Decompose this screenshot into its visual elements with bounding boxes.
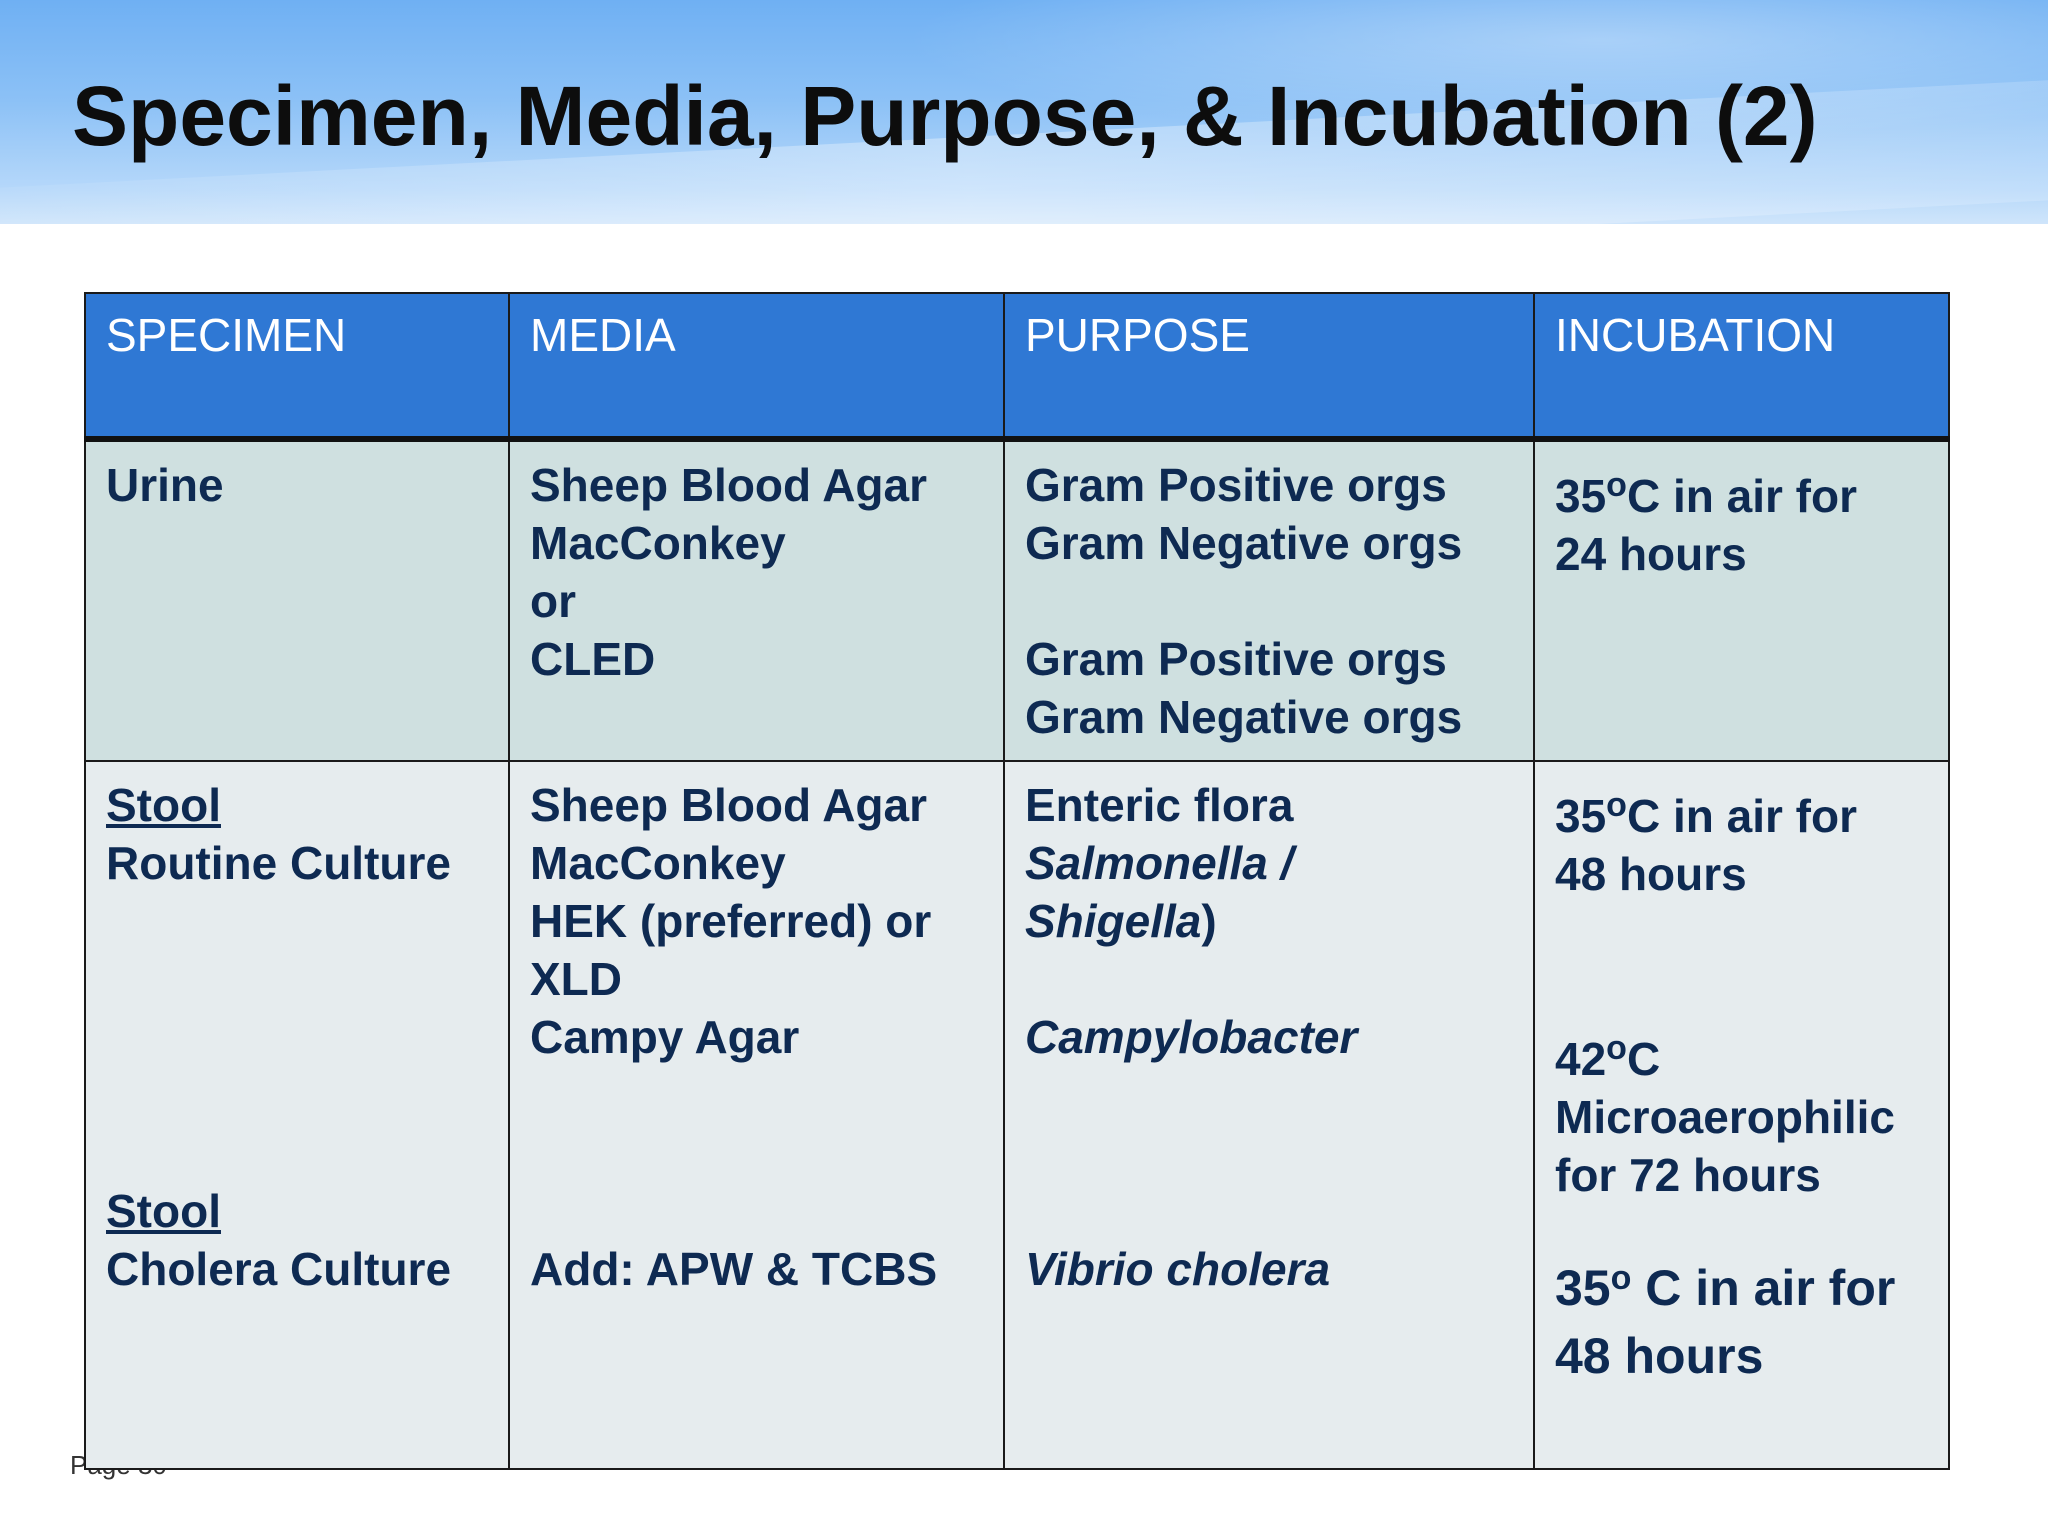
cell-specimen: Urine: [84, 438, 510, 762]
incubation-line: 35oC in air for: [1555, 456, 1928, 525]
cell-media: Sheep Blood Agar MacConkey or CLED: [508, 438, 1005, 762]
media-item: MacConkey: [530, 517, 786, 569]
purpose-item: Vibrio cholera: [1025, 1243, 1331, 1295]
degree-mark: o: [1606, 1029, 1627, 1067]
purpose-item: Shigella): [1025, 892, 1513, 950]
incubation-line: 42oC: [1555, 1019, 1928, 1088]
specimen-stool-title: Stool: [106, 779, 221, 831]
purpose-item: Campylobacter: [1025, 1011, 1358, 1063]
incubation-text: C in air for: [1626, 790, 1857, 842]
incubation-text: C: [1626, 1033, 1661, 1085]
incubation-line: 35oC in air for: [1555, 776, 1928, 845]
media-item: HEK (preferred) or: [530, 895, 932, 947]
header-specimen: SPECIMEN: [84, 292, 510, 442]
cell-purpose: Gram Positive orgs Gram Negative orgs Gr…: [1003, 438, 1535, 762]
header-incubation: INCUBATION: [1533, 292, 1950, 442]
incubation-line: 48 hours: [1555, 848, 1747, 900]
media-item: XLD: [530, 953, 622, 1005]
media-item: Sheep Blood Agar: [530, 459, 927, 511]
temperature-value: 42: [1555, 1033, 1607, 1085]
purpose-item: Enteric flora: [1025, 779, 1294, 831]
header-purpose: PURPOSE: [1003, 292, 1535, 442]
temperature-value: 35: [1555, 470, 1607, 522]
specimen-stool-title: Stool: [106, 1185, 221, 1237]
slide-title: Specimen, Media, Purpose, & Incubation (…: [72, 69, 1818, 163]
table-row: Stool Routine Culture Stool Cholera Cult…: [84, 760, 1950, 1470]
header-row: SPECIMEN MEDIA PURPOSE INCUBATION: [84, 292, 1950, 442]
incubation-line: Microaerophilic: [1555, 1091, 1895, 1143]
specimen-stool-sub: Cholera Culture: [106, 1243, 452, 1295]
purpose-item: Gram Positive orgs: [1025, 459, 1447, 511]
specimen-stool-sub: Routine Culture: [106, 837, 451, 889]
incubation-line: 48 hours: [1555, 1328, 1764, 1384]
cell-specimen: Stool Routine Culture Stool Cholera Cult…: [84, 760, 510, 1470]
cell-media: Sheep Blood Agar MacConkey HEK (preferre…: [508, 760, 1005, 1470]
incubation-line: 35o C in air for: [1555, 1244, 1928, 1322]
header-media: MEDIA: [508, 292, 1005, 442]
purpose-item: Salmonella /: [1025, 837, 1294, 889]
temperature-value: 35: [1555, 790, 1607, 842]
incubation-text: C in air for: [1626, 470, 1857, 522]
media-item: CLED: [530, 633, 656, 685]
banner-glow: [900, 0, 2048, 140]
degree-mark: o: [1606, 466, 1627, 504]
cell-purpose: Enteric flora Salmonella / Shigella) Cam…: [1003, 760, 1535, 1470]
purpose-item: Gram Positive orgs: [1025, 633, 1447, 685]
cell-incubation: 35oC in air for 48 hours 42oC Microaerop…: [1533, 760, 1950, 1470]
specimen-urine: Urine: [106, 459, 224, 511]
closing-paren: ): [1201, 895, 1217, 947]
degree-mark: o: [1610, 1259, 1632, 1297]
media-item: Campy Agar: [530, 1011, 800, 1063]
cell-incubation: 35oC in air for 24 hours: [1533, 438, 1950, 762]
media-item: Add: APW & TCBS: [530, 1243, 938, 1295]
incubation-text: C in air for: [1631, 1260, 1896, 1316]
media-item: or: [530, 575, 576, 627]
incubation-line: for 72 hours: [1555, 1149, 1821, 1201]
media-item: Sheep Blood Agar: [530, 779, 927, 831]
organism-name: Shigella: [1025, 895, 1202, 947]
purpose-item: Gram Negative orgs: [1025, 691, 1463, 743]
table-row: Urine Sheep Blood Agar MacConkey or CLED…: [84, 438, 1950, 762]
temperature-value: 35: [1555, 1260, 1611, 1316]
purpose-item: Gram Negative orgs: [1025, 517, 1463, 569]
title-banner: [0, 0, 2048, 224]
specimen-table: SPECIMEN MEDIA PURPOSE INCUBATION Urine …: [84, 292, 1950, 1470]
media-item: MacConkey: [530, 837, 786, 889]
incubation-line: 24 hours: [1555, 528, 1747, 580]
degree-mark: o: [1606, 786, 1627, 824]
